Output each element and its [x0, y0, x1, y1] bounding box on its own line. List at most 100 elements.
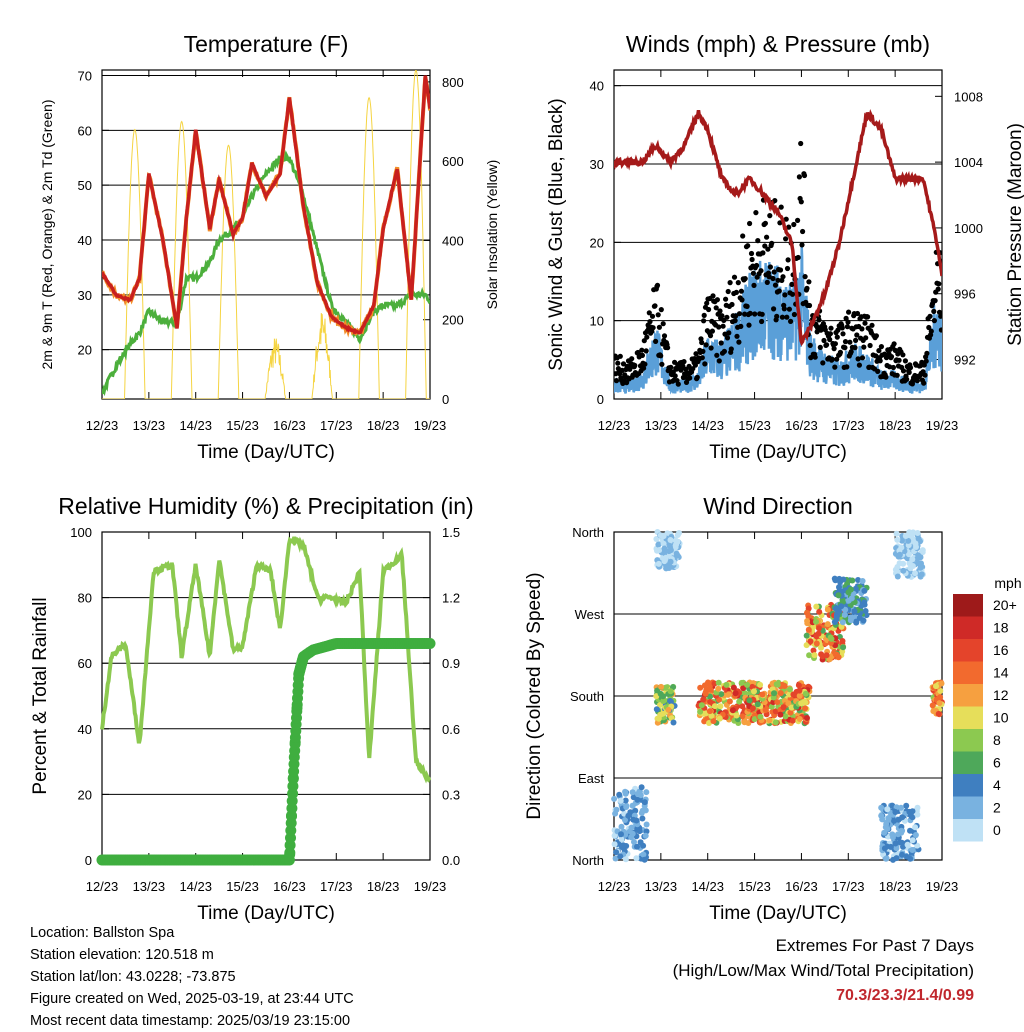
- gust-point: [716, 324, 722, 330]
- legend-swatch: [953, 684, 983, 707]
- chart-title: Temperature (F): [184, 31, 349, 57]
- y-tick-label: West: [575, 607, 605, 622]
- gust-point: [694, 374, 700, 380]
- direction-point: [785, 700, 792, 707]
- gust-point: [709, 328, 716, 334]
- direction-point: [628, 824, 635, 831]
- direction-point: [937, 687, 944, 694]
- y-tick-label: 50: [78, 178, 92, 193]
- direction-point: [899, 814, 906, 821]
- gust-point: [668, 364, 674, 370]
- dewpoint-line: [102, 150, 430, 397]
- gust-point: [639, 352, 646, 358]
- gust-point: [854, 310, 861, 317]
- direction-point: [754, 701, 761, 708]
- gust-points: [614, 140, 942, 387]
- precip-points: [96, 638, 436, 866]
- direction-point: [653, 536, 660, 542]
- direction-point: [706, 708, 713, 715]
- direction-point: [935, 710, 942, 717]
- gust-point: [796, 174, 803, 180]
- gust-point: [938, 313, 942, 319]
- y-tick-label: 20: [78, 343, 92, 358]
- direction-point: [782, 713, 789, 720]
- direction-point: [718, 691, 725, 698]
- gust-point: [639, 347, 645, 353]
- gust-point: [862, 320, 868, 326]
- gust-point: [706, 306, 712, 313]
- direction-point: [751, 716, 758, 723]
- direction-point: [613, 806, 620, 813]
- direction-point: [636, 828, 643, 835]
- direction-point: [672, 542, 679, 549]
- gust-point: [775, 277, 781, 283]
- direction-point: [733, 712, 740, 719]
- y-tick-label: 60: [78, 656, 92, 671]
- direction-point: [660, 540, 667, 547]
- gust-point: [804, 285, 810, 291]
- direction-point: [835, 592, 842, 599]
- gust-point: [791, 311, 798, 318]
- x-tick-label: 13/23: [645, 879, 678, 894]
- direction-point: [659, 710, 666, 717]
- gust-point: [745, 243, 751, 249]
- gust-point: [788, 318, 794, 324]
- gust-point: [724, 335, 731, 341]
- gust-point: [865, 314, 871, 320]
- x-tick-label: 19/23: [414, 879, 447, 894]
- y2-tick-label: 0: [442, 392, 449, 407]
- latlon-text: Station lat/lon: 43.0228; -73.875: [30, 969, 236, 985]
- legend-swatch: [953, 796, 983, 819]
- gust-point: [772, 282, 779, 288]
- direction-point: [613, 849, 620, 856]
- gust-point: [877, 358, 883, 364]
- direction-point: [661, 558, 668, 565]
- y-axis-label: Percent & Total Rainfall: [30, 597, 51, 794]
- y-tick-label: 70: [78, 68, 92, 83]
- gust-point: [750, 270, 757, 276]
- direction-point: [804, 618, 811, 624]
- direction-point: [726, 698, 733, 705]
- direction-point: [900, 560, 907, 567]
- x-tick-label: 17/23: [320, 418, 353, 433]
- direction-point: [889, 831, 896, 838]
- legend-label: 12: [993, 687, 1009, 703]
- gust-point: [710, 293, 716, 299]
- gust-point: [733, 289, 740, 295]
- gust-point: [876, 348, 882, 354]
- direction-point: [751, 688, 757, 695]
- direction-point: [913, 544, 919, 550]
- direction-point: [772, 719, 779, 726]
- direction-point: [617, 853, 624, 860]
- direction-point: [903, 853, 910, 860]
- gust-point: [646, 310, 652, 316]
- direction-point: [836, 584, 842, 591]
- gust-point: [739, 297, 745, 303]
- direction-point: [803, 632, 810, 639]
- legend-label: 10: [993, 710, 1009, 726]
- x-axis-label: Time (Day/UTC): [709, 442, 847, 463]
- direction-point: [838, 603, 845, 610]
- direction-point: [851, 608, 858, 615]
- direction-point: [628, 834, 635, 841]
- gust-point: [649, 313, 656, 319]
- y2-axis-label: Solar Insolation (Yellow): [484, 160, 500, 310]
- gust-point: [704, 300, 710, 306]
- gust-point: [675, 381, 681, 387]
- direction-point: [893, 804, 900, 811]
- x-tick-label: 18/23: [879, 879, 912, 894]
- direction-point: [795, 682, 802, 689]
- direction-point: [789, 717, 796, 724]
- direction-point: [661, 548, 668, 555]
- direction-point: [807, 638, 814, 645]
- y2-tick-label: 1.2: [442, 591, 460, 606]
- gust-point: [701, 318, 707, 324]
- direction-point: [655, 715, 662, 722]
- direction-point: [771, 690, 777, 697]
- gust-point: [846, 309, 852, 315]
- direction-point: [798, 700, 805, 707]
- gust-point: [772, 198, 778, 204]
- legend-swatch: [953, 729, 983, 752]
- legend-label: 16: [993, 642, 1009, 658]
- direction-point: [639, 815, 646, 822]
